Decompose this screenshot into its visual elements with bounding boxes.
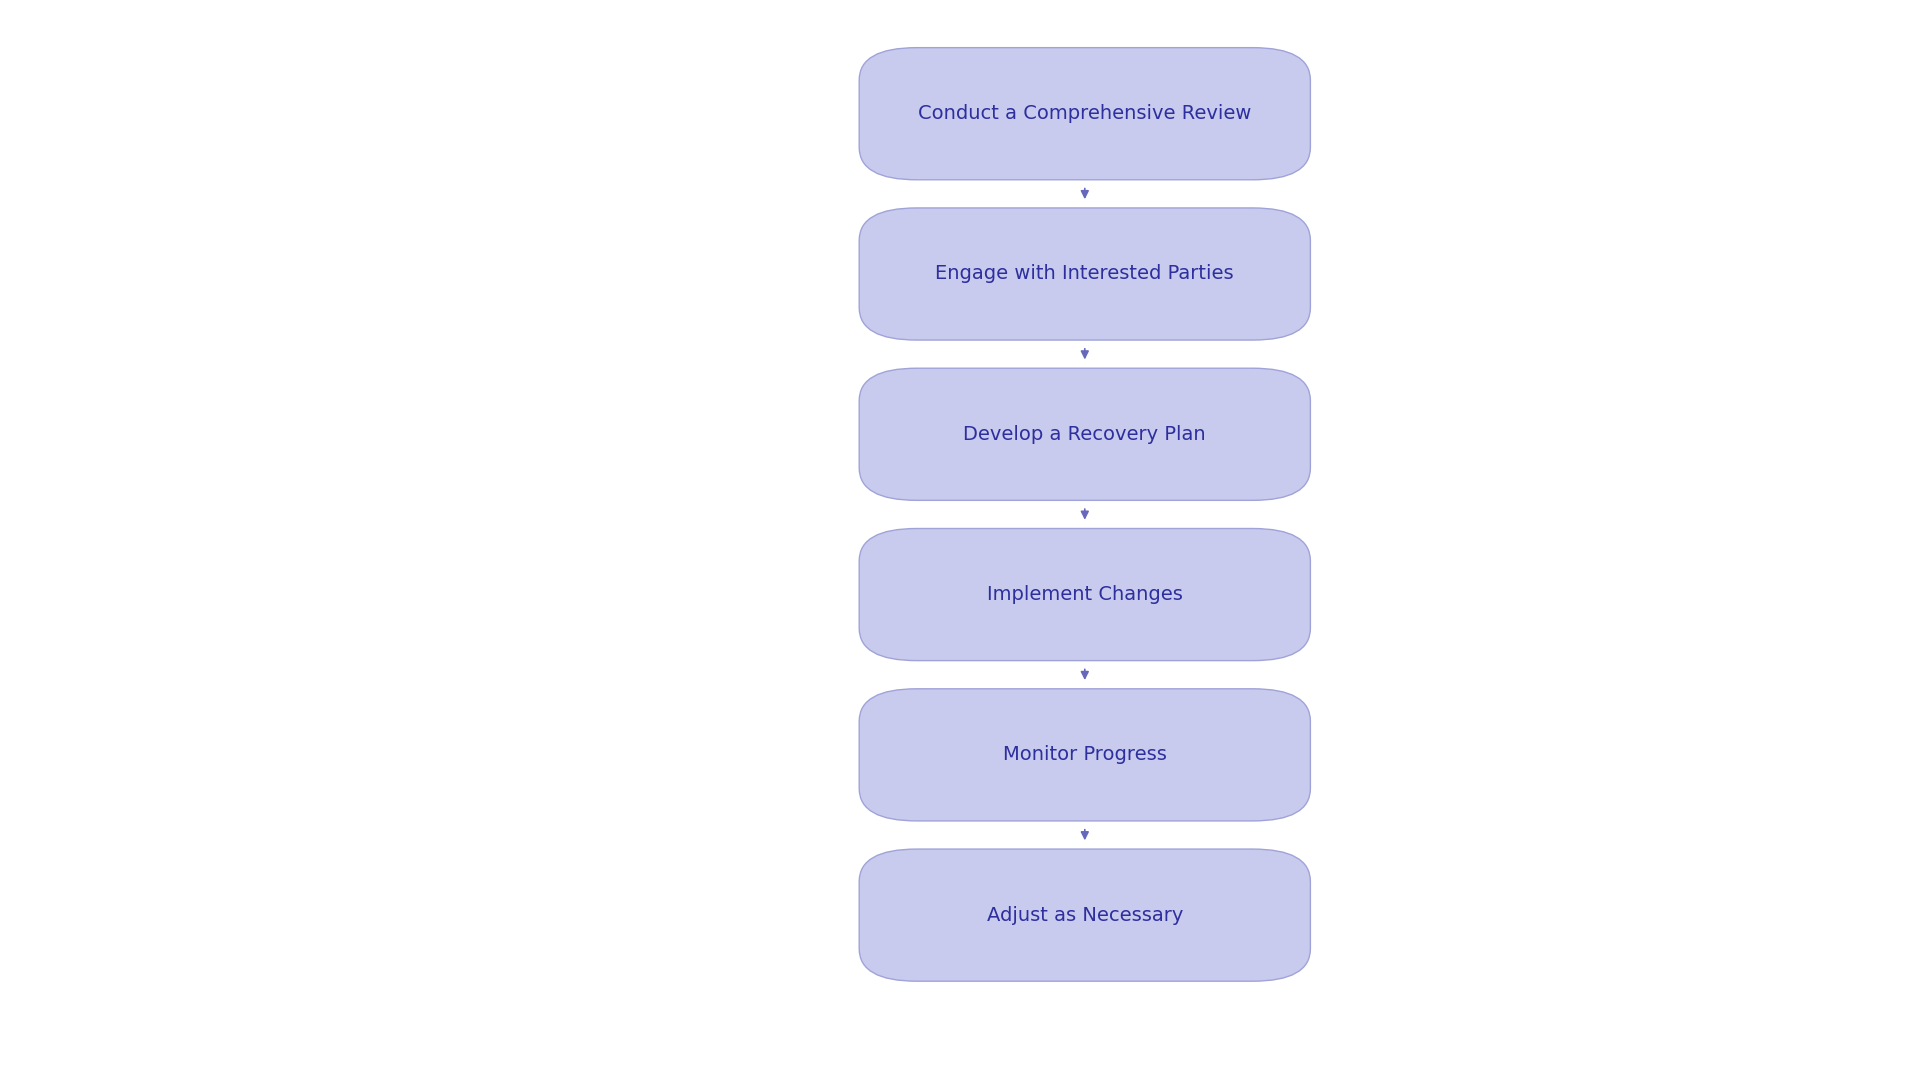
Text: Implement Changes: Implement Changes — [987, 585, 1183, 604]
Text: Develop a Recovery Plan: Develop a Recovery Plan — [964, 425, 1206, 444]
Text: Conduct a Comprehensive Review: Conduct a Comprehensive Review — [918, 104, 1252, 123]
FancyBboxPatch shape — [858, 529, 1309, 661]
FancyBboxPatch shape — [858, 208, 1309, 340]
Text: Engage with Interested Parties: Engage with Interested Parties — [935, 264, 1235, 284]
FancyBboxPatch shape — [858, 48, 1309, 180]
Text: Adjust as Necessary: Adjust as Necessary — [987, 905, 1183, 925]
FancyBboxPatch shape — [858, 368, 1309, 500]
FancyBboxPatch shape — [858, 689, 1309, 821]
Text: Monitor Progress: Monitor Progress — [1002, 745, 1167, 765]
FancyBboxPatch shape — [858, 849, 1309, 981]
